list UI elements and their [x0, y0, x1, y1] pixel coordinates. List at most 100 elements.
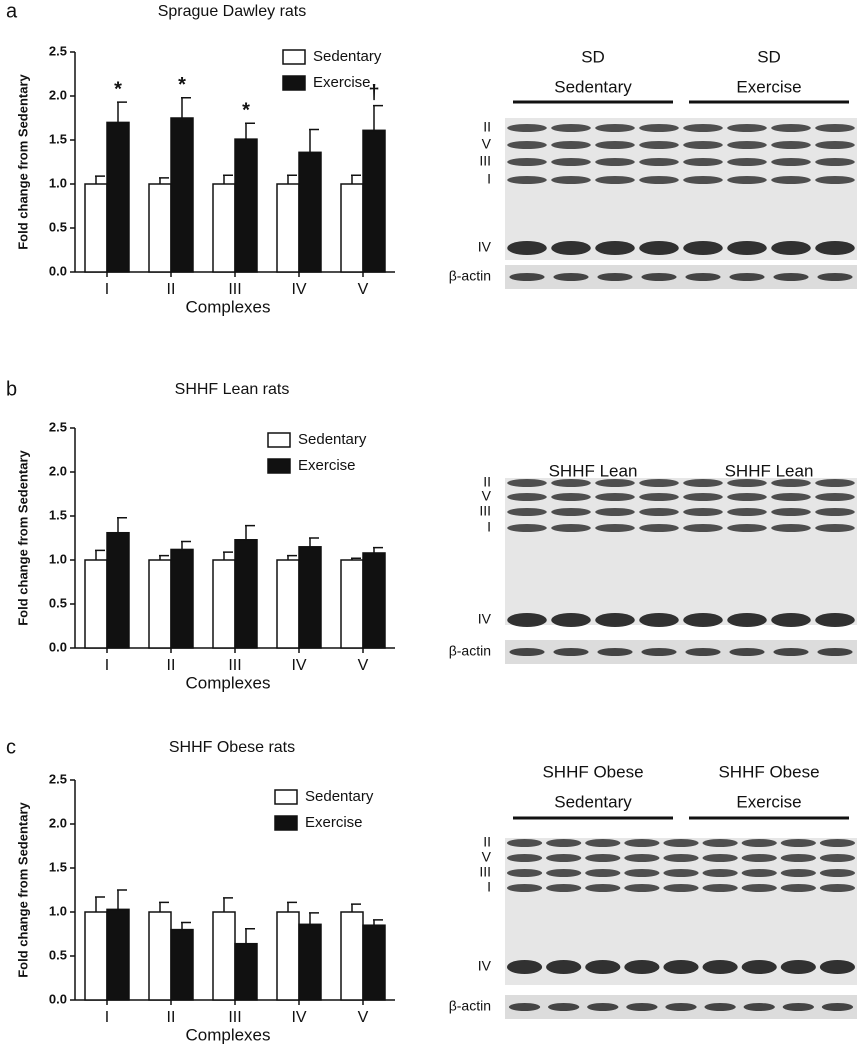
x-tick-label: II — [167, 281, 176, 298]
band — [771, 158, 811, 166]
band — [551, 124, 591, 132]
bar — [362, 552, 386, 649]
band — [727, 493, 767, 501]
legend-label: Sedentary — [298, 431, 367, 448]
band — [506, 869, 543, 877]
error-bar — [373, 104, 383, 131]
group-label: SHHF Lean — [725, 461, 814, 480]
band — [741, 960, 777, 974]
band — [595, 508, 635, 516]
x-axis-label: Complexes — [185, 1025, 270, 1044]
band — [683, 241, 723, 255]
band — [585, 884, 621, 892]
y-tick-label: 0.5 — [49, 947, 67, 962]
band — [506, 960, 543, 974]
actin-band — [685, 273, 721, 281]
error-bar — [95, 175, 105, 184]
band — [771, 479, 811, 487]
band — [780, 869, 816, 877]
error-bar — [351, 174, 361, 184]
x-tick-label: V — [358, 657, 369, 674]
band — [663, 854, 699, 862]
group-label: Sedentary — [554, 792, 632, 811]
band — [639, 124, 679, 132]
band-label: III — [479, 864, 491, 880]
actin-band — [817, 273, 853, 281]
legend-swatch — [267, 432, 291, 448]
actin-band — [626, 1003, 658, 1011]
annotation: * — [242, 100, 250, 122]
group-label: SHHF Lean — [549, 461, 638, 480]
actin-band — [782, 1003, 814, 1011]
bar — [276, 183, 300, 273]
error-bar — [223, 897, 233, 912]
error-bar — [309, 912, 319, 925]
band — [507, 176, 547, 184]
y-tick-label: 0.5 — [49, 219, 67, 234]
bar — [340, 183, 364, 273]
group-label: Sedentary — [554, 77, 632, 96]
band — [771, 176, 811, 184]
legend-swatch — [274, 815, 298, 831]
actin-band — [773, 648, 809, 656]
panel-letter: b — [6, 378, 17, 400]
error-bar — [117, 517, 127, 533]
bar — [170, 548, 194, 649]
bar — [340, 911, 364, 1001]
actin-band — [729, 273, 765, 281]
x-tick-label: III — [228, 657, 241, 674]
y-tick-label: 0.0 — [49, 263, 67, 278]
y-tick-label: 1.0 — [49, 903, 67, 918]
error-bar — [117, 889, 127, 910]
actin-band — [685, 648, 721, 656]
actin-band — [508, 1003, 541, 1011]
band — [815, 508, 855, 516]
actin-band — [509, 648, 545, 656]
band — [546, 839, 582, 847]
band — [663, 884, 699, 892]
band-label: IV — [478, 239, 492, 255]
error-bar — [309, 128, 319, 153]
y-tick-label: 2.5 — [49, 43, 67, 58]
band — [639, 241, 679, 255]
band — [815, 158, 855, 166]
group-label: SD — [757, 47, 781, 66]
band — [819, 854, 856, 862]
bar — [362, 129, 386, 273]
band — [507, 479, 547, 487]
y-tick-label: 1.0 — [49, 175, 67, 190]
band — [727, 524, 767, 532]
y-tick-label: 0.0 — [49, 991, 67, 1006]
band — [595, 176, 635, 184]
bar — [234, 539, 258, 649]
band — [780, 960, 816, 974]
actin-band — [587, 1003, 619, 1011]
band — [741, 884, 777, 892]
band — [702, 869, 738, 877]
band — [595, 141, 635, 149]
x-tick-label: IV — [291, 657, 306, 674]
band — [683, 479, 723, 487]
band — [815, 524, 855, 532]
band — [771, 141, 811, 149]
band — [663, 869, 699, 877]
band — [546, 884, 582, 892]
actin-band — [553, 273, 589, 281]
bar — [276, 911, 300, 1001]
band — [683, 613, 723, 627]
y-tick-label: 2.0 — [49, 463, 67, 478]
band — [639, 176, 679, 184]
x-tick-label: II — [167, 657, 176, 674]
x-tick-label: II — [167, 1009, 176, 1026]
y-tick-label: 2.0 — [49, 815, 67, 830]
band — [639, 479, 679, 487]
bar — [84, 911, 108, 1001]
panel-letter: a — [6, 0, 18, 22]
band — [506, 839, 543, 847]
band-label: III — [479, 153, 491, 169]
bar — [84, 183, 108, 273]
chart-title: SHHF Obese rats — [169, 739, 295, 756]
band — [771, 241, 811, 255]
band — [815, 141, 855, 149]
